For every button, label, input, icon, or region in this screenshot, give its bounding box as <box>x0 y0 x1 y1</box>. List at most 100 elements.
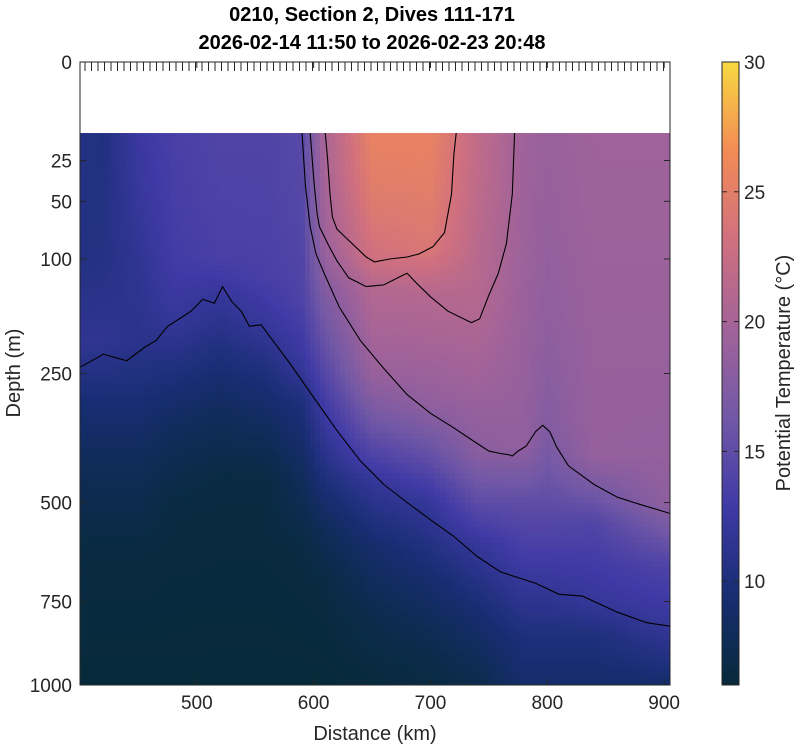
temperature-cell <box>210 680 216 685</box>
temperature-cell <box>240 206 246 213</box>
temperature-cell <box>215 660 221 666</box>
temperature-cell <box>245 527 251 533</box>
temperature-cell <box>155 418 161 425</box>
temperature-cell <box>205 482 211 489</box>
temperature-cell <box>260 482 266 489</box>
temperature-cell <box>85 256 91 262</box>
temperature-cell <box>190 359 196 366</box>
temperature-cell <box>280 236 286 243</box>
temperature-cell <box>285 492 291 499</box>
temperature-cell <box>165 586 171 592</box>
temperature-cell <box>265 640 271 647</box>
temperature-cell <box>280 379 286 385</box>
temperature-cell <box>260 645 266 652</box>
temperature-cell <box>175 433 181 440</box>
temperature-cell <box>155 423 161 430</box>
temperature-cell <box>110 320 116 326</box>
temperature-cell <box>300 300 306 307</box>
temperature-cell <box>190 512 196 519</box>
temperature-cell <box>195 492 201 499</box>
temperature-cell <box>290 625 296 632</box>
temperature-cell <box>100 443 106 450</box>
temperature-cell <box>125 591 131 597</box>
temperature-cell <box>195 202 201 208</box>
temperature-cell <box>130 320 136 326</box>
temperature-cell <box>295 522 301 528</box>
temperature-cell <box>255 374 261 381</box>
temperature-cell <box>285 635 291 642</box>
temperature-cell <box>265 354 271 361</box>
temperature-cell <box>195 611 201 617</box>
temperature-cell <box>115 616 121 622</box>
temperature-cell <box>225 231 231 238</box>
temperature-cell <box>195 157 201 164</box>
temperature-cell <box>135 157 141 164</box>
temperature-cell <box>130 473 136 479</box>
temperature-cell <box>245 601 251 607</box>
temperature-cell <box>115 611 121 617</box>
temperature-cell <box>275 409 281 415</box>
temperature-cell <box>120 478 126 484</box>
temperature-cell <box>220 566 226 573</box>
temperature-cell <box>210 344 216 351</box>
temperature-cell <box>265 478 271 484</box>
temperature-cell <box>135 438 141 445</box>
temperature-cell <box>285 172 291 178</box>
temperature-cell <box>215 547 221 553</box>
temperature-cell <box>245 547 251 553</box>
temperature-cell <box>105 221 111 228</box>
temperature-cell <box>225 660 231 666</box>
temperature-cell <box>90 463 96 469</box>
temperature-cell <box>160 680 166 685</box>
temperature-cell <box>125 517 131 523</box>
temperature-cell <box>200 566 206 573</box>
temperature-cell <box>245 142 251 149</box>
temperature-cell <box>175 369 181 376</box>
temperature-cell <box>195 512 201 519</box>
temperature-cell <box>270 162 276 169</box>
temperature-cell <box>180 266 186 272</box>
temperature-cell <box>250 280 256 287</box>
temperature-cell <box>190 344 196 351</box>
temperature-cell <box>235 340 241 346</box>
temperature-cell <box>165 295 171 302</box>
temperature-cell <box>160 231 166 238</box>
temperature-cell <box>80 497 86 504</box>
temperature-cell <box>295 596 301 602</box>
temperature-cell <box>285 142 291 149</box>
temperature-cell <box>170 266 176 272</box>
temperature-cell <box>200 487 206 494</box>
temperature-cell <box>255 192 261 198</box>
temperature-cell <box>165 453 171 459</box>
temperature-cell <box>80 448 86 454</box>
temperature-cell <box>225 177 231 183</box>
temperature-cell <box>95 468 101 474</box>
temperature-cell <box>150 497 156 504</box>
temperature-cell <box>275 305 281 312</box>
temperature-cell <box>90 428 96 435</box>
temperature-cell <box>150 527 156 533</box>
temperature-cell <box>255 315 261 321</box>
temperature-cell <box>145 251 151 257</box>
temperature-cell <box>275 177 281 183</box>
temperature-cell <box>85 527 91 533</box>
temperature-cell <box>80 354 86 361</box>
temperature-cell <box>235 556 241 563</box>
temperature-cell <box>215 473 221 479</box>
temperature-cell <box>150 438 156 445</box>
temperature-cell <box>140 497 146 504</box>
temperature-cell <box>225 246 231 252</box>
temperature-cell <box>195 330 201 336</box>
temperature-cell <box>230 660 236 666</box>
temperature-cell <box>185 216 191 223</box>
temperature-cell <box>115 404 121 410</box>
temperature-cell <box>140 606 146 612</box>
temperature-cell <box>125 315 131 321</box>
temperature-cell <box>295 453 301 459</box>
temperature-cell <box>195 315 201 321</box>
temperature-cell <box>295 241 301 247</box>
temperature-cell <box>80 231 86 238</box>
temperature-cell <box>85 556 91 563</box>
temperature-cell <box>215 261 221 267</box>
temperature-cell <box>230 675 236 681</box>
